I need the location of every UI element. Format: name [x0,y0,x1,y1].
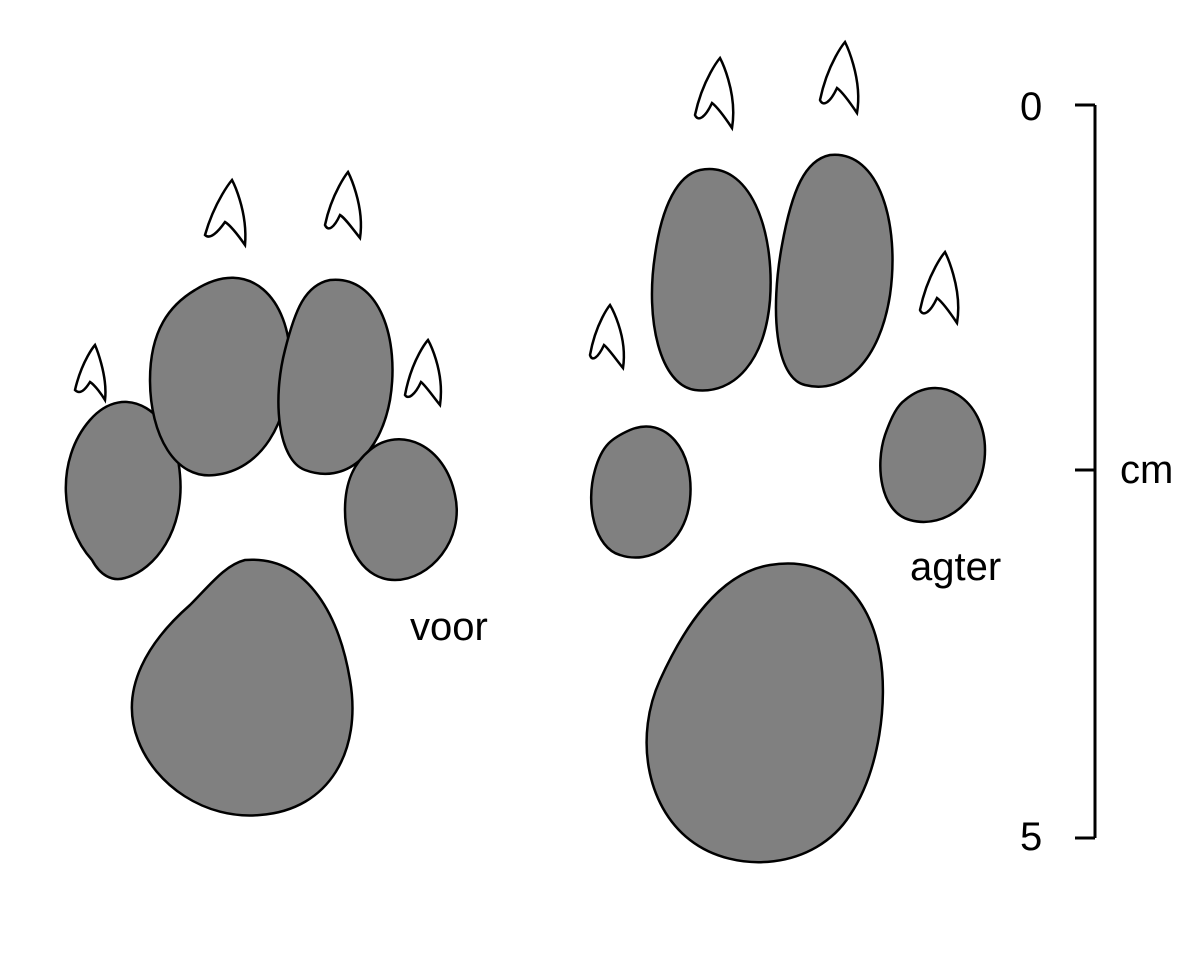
hind-paw-label: agter [910,545,1001,589]
hind-toe-right-inner [776,155,893,387]
hind-claw-right-outer [920,252,958,323]
hind-claw-left-outer [590,305,624,368]
front-toe-left-inner [150,278,290,476]
front-paw-label: voor [410,605,488,649]
front-toe-right-outer [345,439,457,580]
paw-diagram: voor agter 0 cm 5 [0,0,1200,955]
front-paw [66,172,457,815]
hind-main-pad [647,563,883,862]
hind-toe-right-outer [880,388,985,522]
front-claw-left-inner [205,180,245,245]
scale-bottom-value: 5 [1020,815,1042,859]
front-claw-right-outer [405,340,441,405]
scale-bracket [1075,105,1095,838]
hind-toe-left-inner [652,169,771,390]
hind-toe-left-outer [591,426,690,557]
front-claw-left-outer [75,345,105,400]
hind-paw [590,42,985,862]
scale-top-value: 0 [1020,85,1042,129]
front-claw-right-inner [325,172,361,238]
hind-claw-right-inner [820,42,858,113]
front-main-pad [132,560,353,816]
hind-claw-left-inner [695,58,733,128]
scale-unit-label: cm [1120,448,1173,492]
